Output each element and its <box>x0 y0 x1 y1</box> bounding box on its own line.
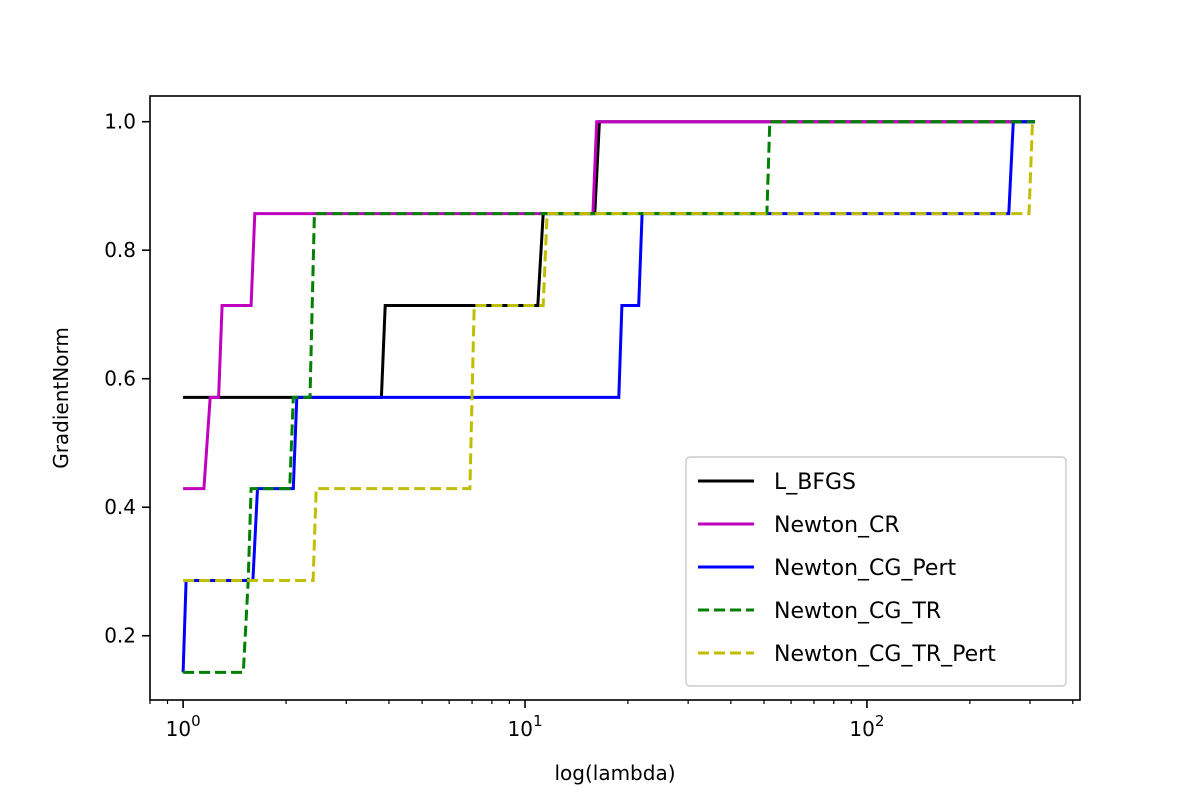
y-tick-label: 1.0 <box>104 110 136 134</box>
x-tick-label: 100 <box>166 712 201 741</box>
y-tick-label: 0.4 <box>104 495 136 519</box>
y-axis-ticks: 0.2 0.4 0.6 0.8 1.0 <box>104 110 150 648</box>
y-tick-label: 0.2 <box>104 624 136 648</box>
legend-entry-label: Newton_CG_TR <box>774 599 941 624</box>
x-tick-label: 101 <box>508 712 543 741</box>
legend-entry-label: Newton_CG_Pert <box>774 556 956 581</box>
legend-box <box>685 456 1067 687</box>
plot-lines <box>181 120 1035 674</box>
x-axis-ticks: 100 101 102 <box>149 700 1074 741</box>
y-tick-label: 0.6 <box>104 367 136 391</box>
legend: L_BFGS Newton_CR Newton_CG_Pert Newton_CG_T… <box>685 456 1067 687</box>
legend-entry-label: L_BFGS <box>774 470 856 495</box>
legend-entry-label: Newton_CG_TR_Pert <box>774 642 996 667</box>
series-line-newton-cg-tr <box>183 120 1035 674</box>
x-axis-label: log(lambda) <box>554 761 675 785</box>
axes-frame <box>149 95 1081 701</box>
series-line-newton-cg-tr-pert <box>183 120 1035 582</box>
x-tick-label: 102 <box>849 712 884 741</box>
y-tick-label: 0.8 <box>104 238 136 262</box>
y-axis-label: GradientNorm <box>49 327 73 469</box>
series-line-newton-cr <box>183 120 1035 491</box>
legend-entry-label: Newton_CR <box>774 513 900 538</box>
